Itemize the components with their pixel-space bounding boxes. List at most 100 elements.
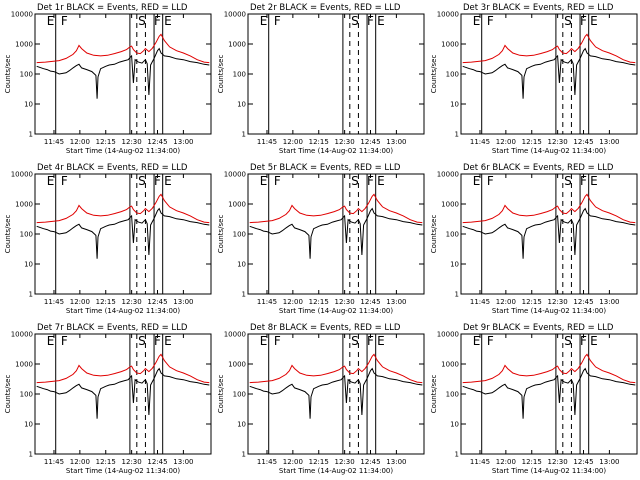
x-axis-label: Start Time (14-Aug-02 11:34:00) xyxy=(279,307,393,315)
interval-marker: F xyxy=(367,174,374,188)
x-tick-label: 13:00 xyxy=(386,138,406,146)
plot-frame xyxy=(247,13,425,135)
y-tick-label: 1000 xyxy=(15,201,33,209)
x-tick-label: 11:45 xyxy=(257,458,277,466)
x-tick-label: 12:00 xyxy=(496,298,516,306)
interval-marker: F xyxy=(487,14,494,28)
y-axis-label: Counts/sec xyxy=(217,55,225,94)
y-tick-label: 10 xyxy=(450,261,459,269)
y-tick-label: 1000 xyxy=(441,41,459,49)
y-axis-label: Counts/sec xyxy=(217,215,225,254)
panel-title: Det 2r BLACK = Events, RED = LLD xyxy=(250,3,401,13)
x-tick-label: 11:45 xyxy=(470,458,490,466)
detector-panel-6: Det 6r BLACK = Events, RED = LLD 1 10 100 10… xyxy=(430,163,638,315)
x-tick-label: 12:00 xyxy=(496,138,516,146)
x-tick-label: 12:00 xyxy=(283,298,303,306)
panel-title: Det 9r BLACK = Events, RED = LLD xyxy=(463,323,614,333)
interval-marker: S xyxy=(564,334,572,348)
y-tick-label: 1000 xyxy=(441,361,459,369)
y-tick-label: 10000 xyxy=(224,171,246,179)
y-tick-label: 10 xyxy=(24,261,33,269)
y-tick-label: 10000 xyxy=(437,11,459,19)
y-axis-label: Counts/sec xyxy=(430,375,438,414)
interval-marker: F xyxy=(61,334,68,348)
interval-marker: E xyxy=(377,334,385,348)
interval-marker: E xyxy=(590,174,598,188)
lld-series-line xyxy=(249,353,423,384)
x-tick-label: 12:15 xyxy=(96,138,116,146)
y-tick-label: 1 xyxy=(242,291,246,299)
interval-marker: E xyxy=(590,14,598,28)
interval-marker: F xyxy=(487,334,494,348)
events-series-line xyxy=(462,47,636,99)
interval-marker: F xyxy=(274,14,281,28)
y-tick-label: 10 xyxy=(237,421,246,429)
panel-title: Det 5r BLACK = Events, RED = LLD xyxy=(250,163,401,173)
x-tick-label: 13:00 xyxy=(173,138,193,146)
lld-series-line xyxy=(36,353,210,384)
y-tick-label: 10000 xyxy=(11,171,33,179)
x-tick-label: 11:45 xyxy=(470,298,490,306)
x-tick-label: 12:15 xyxy=(522,458,542,466)
y-tick-label: 10000 xyxy=(224,331,246,339)
interval-marker: F xyxy=(487,174,494,188)
events-series-line xyxy=(249,367,423,419)
x-tick-label: 13:00 xyxy=(173,298,193,306)
panel-title: Det 4r BLACK = Events, RED = LLD xyxy=(37,163,188,173)
interval-marker: S xyxy=(351,334,359,348)
x-tick-label: 12:30 xyxy=(122,458,142,466)
x-tick-label: 12:15 xyxy=(309,458,329,466)
lld-series-line xyxy=(249,193,423,224)
x-tick-label: 11:45 xyxy=(44,458,64,466)
y-tick-label: 1 xyxy=(455,131,459,139)
interval-marker: F xyxy=(61,174,68,188)
interval-marker: S xyxy=(564,14,572,28)
panel-title: Det 3r BLACK = Events, RED = LLD xyxy=(463,3,614,13)
y-tick-label: 1000 xyxy=(15,41,33,49)
x-tick-label: 11:45 xyxy=(44,298,64,306)
interval-marker: E xyxy=(260,334,268,348)
x-tick-label: 11:45 xyxy=(44,138,64,146)
y-tick-label: 1 xyxy=(455,291,459,299)
x-tick-label: 12:45 xyxy=(147,138,167,146)
interval-marker: E xyxy=(47,174,55,188)
y-tick-label: 100 xyxy=(233,391,246,399)
y-tick-label: 1000 xyxy=(228,201,246,209)
interval-marker: E xyxy=(47,334,55,348)
y-tick-label: 10000 xyxy=(224,11,246,19)
y-tick-label: 1 xyxy=(455,451,459,459)
lld-series-line xyxy=(462,353,636,384)
lld-series-line xyxy=(462,33,636,64)
x-tick-label: 11:45 xyxy=(257,138,277,146)
x-tick-label: 12:00 xyxy=(70,298,90,306)
y-tick-label: 100 xyxy=(20,391,33,399)
y-tick-label: 100 xyxy=(233,231,246,239)
detector-panel-3: Det 3r BLACK = Events, RED = LLD 1 10 100 10… xyxy=(430,3,638,155)
interval-marker: E xyxy=(164,174,172,188)
y-tick-label: 100 xyxy=(446,71,459,79)
interval-marker: F xyxy=(274,334,281,348)
interval-marker: S xyxy=(138,334,146,348)
x-axis-label: Start Time (14-Aug-02 11:34:00) xyxy=(279,467,393,475)
x-tick-label: 12:30 xyxy=(335,458,355,466)
y-tick-label: 1 xyxy=(29,131,33,139)
y-tick-label: 1 xyxy=(242,131,246,139)
x-tick-label: 12:15 xyxy=(96,298,116,306)
y-tick-label: 1 xyxy=(29,451,33,459)
x-tick-label: 12:15 xyxy=(309,298,329,306)
interval-marker: S xyxy=(138,174,146,188)
interval-marker: S xyxy=(351,14,359,28)
x-axis-label: Start Time (14-Aug-02 11:34:00) xyxy=(66,307,180,315)
interval-marker: F xyxy=(154,334,161,348)
y-tick-label: 100 xyxy=(20,231,33,239)
x-tick-label: 11:45 xyxy=(257,298,277,306)
interval-marker: E xyxy=(473,174,481,188)
events-series-line xyxy=(36,207,210,259)
x-tick-label: 12:30 xyxy=(122,298,142,306)
y-tick-label: 10000 xyxy=(11,11,33,19)
panel-title: Det 8r BLACK = Events, RED = LLD xyxy=(250,323,401,333)
interval-marker: F xyxy=(154,174,161,188)
y-tick-label: 10 xyxy=(24,421,33,429)
x-axis-label: Start Time (14-Aug-02 11:34:00) xyxy=(66,147,180,155)
x-tick-label: 12:45 xyxy=(147,458,167,466)
